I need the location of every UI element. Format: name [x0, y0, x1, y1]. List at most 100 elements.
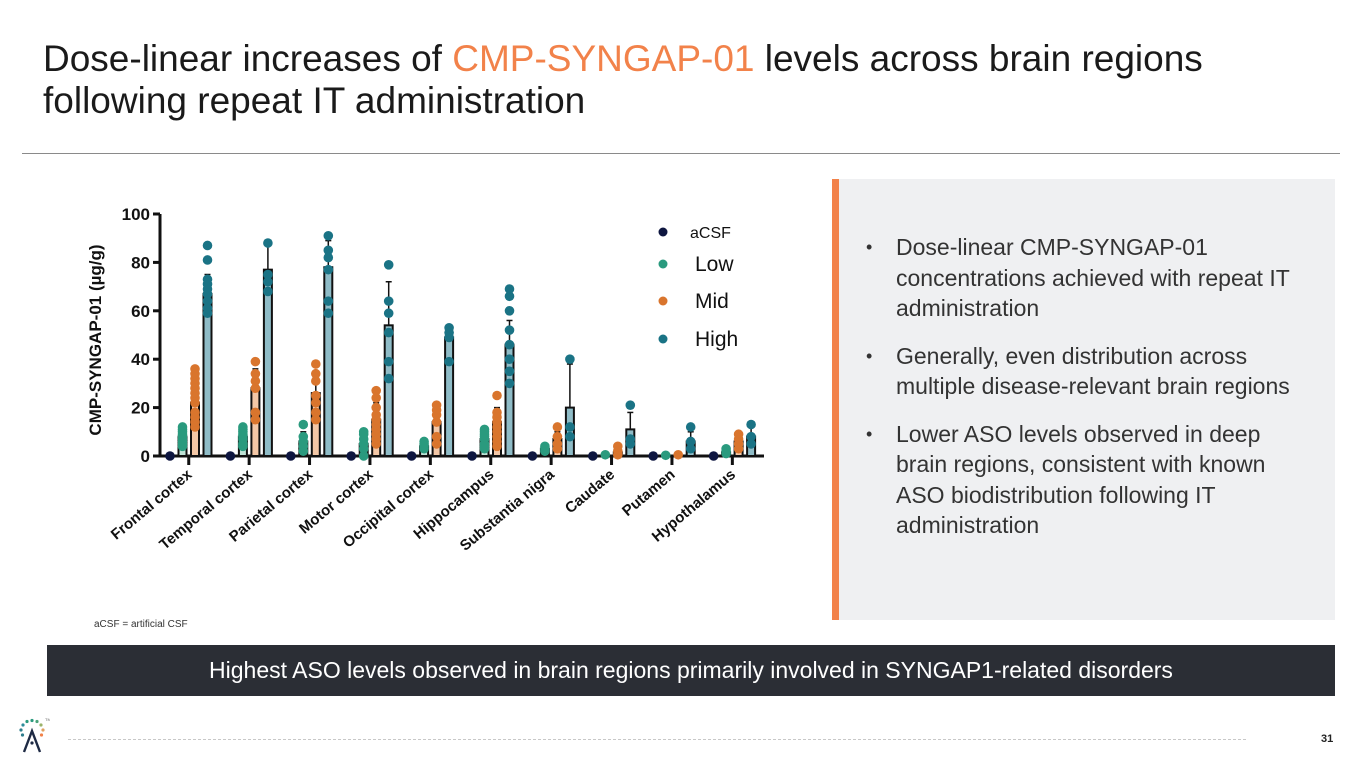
data-point-acsf — [648, 451, 658, 461]
svg-text:TM: TM — [45, 717, 50, 722]
data-point-low — [600, 449, 611, 460]
data-point-mid — [250, 414, 261, 425]
data-point-mid — [431, 400, 442, 410]
data-point-high — [625, 434, 636, 444]
data-point-high — [263, 269, 273, 280]
data-point-mid — [492, 407, 502, 418]
data-point-high — [202, 274, 213, 285]
data-point-mid — [613, 441, 623, 452]
data-point-mid — [311, 359, 321, 369]
bullet-icon: • — [866, 237, 873, 257]
legend-marker-low — [658, 259, 668, 269]
key-point: • Lower ASO levels observed in deep brain… — [866, 419, 1316, 541]
data-point-mid — [733, 429, 744, 440]
data-point-mid — [371, 385, 382, 396]
data-point-high — [323, 245, 334, 256]
legend-label-low: Low — [695, 253, 734, 276]
key-point-text: Lower ASO levels observed in deep brain … — [896, 420, 1266, 539]
data-point-high — [444, 356, 454, 367]
data-point-high — [383, 260, 394, 270]
data-point-mid — [371, 402, 382, 413]
data-point-mid — [552, 431, 563, 442]
data-point-mid — [311, 414, 321, 425]
data-point-high — [504, 325, 515, 335]
data-point-high — [685, 422, 696, 432]
legend-marker-acsf — [658, 227, 668, 237]
bar-high — [564, 406, 575, 458]
bar-high — [323, 266, 334, 457]
key-point: • Generally, even distribution across mul… — [866, 341, 1316, 402]
data-point-mid — [250, 356, 261, 367]
panel-accent-bar — [832, 179, 839, 620]
title-divider — [22, 153, 1340, 154]
footer-divider — [68, 739, 1246, 740]
data-point-high — [685, 436, 696, 447]
data-point-high — [746, 431, 756, 442]
data-point-acsf — [286, 451, 296, 461]
data-point-mid — [190, 407, 200, 418]
data-point-high — [565, 354, 575, 364]
data-point-high — [263, 238, 273, 248]
data-point-low — [540, 441, 550, 452]
data-point-high — [323, 252, 334, 263]
bar-high — [444, 336, 455, 457]
key-points-list: • Dose-linear CMP-SYNGAP-01 concentration… — [866, 232, 1316, 558]
data-point-high — [746, 439, 756, 449]
data-point-mid — [190, 364, 200, 374]
data-point-mid — [311, 397, 321, 408]
data-point-low — [177, 422, 188, 432]
data-point-mid — [250, 383, 261, 394]
legend-label-high: High — [695, 328, 738, 351]
data-point-acsf — [225, 451, 236, 461]
data-point-high — [504, 284, 515, 294]
data-point-high — [504, 339, 515, 350]
data-point-low — [298, 419, 309, 430]
data-point-high — [504, 306, 515, 316]
data-point-mid — [311, 376, 321, 386]
y-tick-label: 40 — [131, 350, 150, 369]
key-points-panel — [832, 179, 1335, 620]
data-point-mid — [371, 410, 382, 420]
y-tick-label: 0 — [141, 447, 150, 466]
data-point-acsf — [708, 451, 719, 461]
data-point-high — [504, 366, 515, 377]
data-point-acsf — [406, 451, 417, 461]
title-text: Dose-linear increases of — [43, 38, 453, 79]
data-point-mid — [250, 368, 261, 379]
data-point-mid — [431, 431, 442, 442]
data-point-acsf — [165, 451, 175, 461]
data-point-high — [323, 230, 334, 241]
data-point-low — [358, 451, 369, 461]
data-point-low — [721, 443, 731, 454]
bullet-icon: • — [866, 345, 873, 366]
data-point-mid — [492, 390, 502, 401]
y-tick-label: 80 — [131, 253, 150, 272]
data-point-high — [565, 422, 575, 432]
data-point-high — [504, 291, 515, 302]
page-number: 31 — [1321, 733, 1334, 745]
data-point-high — [202, 296, 213, 306]
legend-label-acsf: aCSF — [690, 225, 731, 242]
data-point-high — [444, 322, 454, 333]
data-point-acsf — [346, 451, 357, 461]
data-point-mid — [250, 376, 261, 386]
bar-high — [383, 324, 394, 457]
data-point-low — [479, 424, 490, 435]
data-point-mid — [431, 439, 442, 449]
data-point-low — [238, 422, 248, 432]
data-point-mid — [552, 439, 563, 449]
legend-label-mid: Mid — [695, 290, 729, 313]
y-tick-label: 60 — [131, 302, 150, 321]
conclusion-banner: Highest ASO levels observed in brain reg… — [47, 645, 1335, 696]
data-point-mid — [552, 422, 563, 432]
data-point-mid — [311, 390, 321, 401]
x-tick-label: Caudate — [562, 466, 618, 517]
data-point-low — [298, 431, 309, 442]
data-point-high — [202, 303, 213, 314]
footnote: aCSF = artificial CSF — [94, 619, 188, 630]
y-tick-label: 20 — [131, 399, 150, 418]
company-logo-icon: TM — [19, 717, 50, 753]
data-point-high — [383, 327, 394, 338]
data-point-high — [323, 264, 334, 275]
